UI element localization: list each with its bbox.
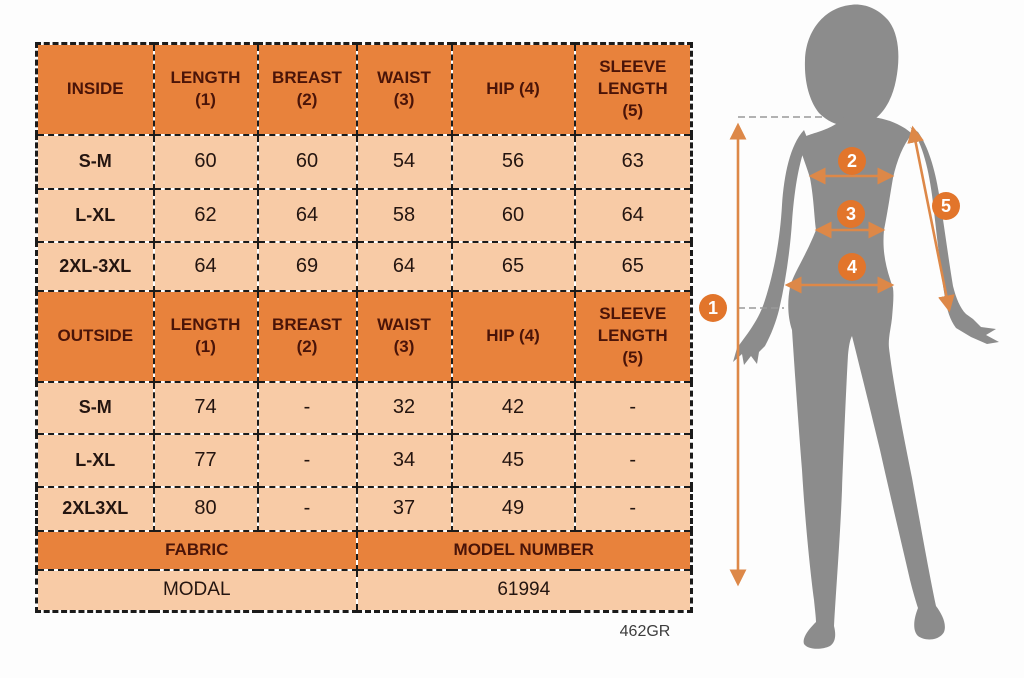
measure-value: -	[256, 485, 358, 532]
head-shape	[804, 4, 899, 127]
footer-value-row: MODAL 61994	[35, 568, 693, 613]
measure-value: 74	[152, 380, 259, 435]
measure-value: 60	[450, 187, 576, 243]
measure-value: -	[573, 485, 693, 532]
measure-badge-2: 2	[838, 147, 866, 175]
measure-value: -	[573, 380, 693, 435]
size-label: 2XL-3XL	[35, 240, 155, 292]
body-silhouette	[733, 4, 999, 649]
torso-legs-shape	[788, 115, 945, 649]
style-code-text: 462GR	[619, 623, 671, 640]
measure-value: 65	[450, 240, 576, 292]
outside-row-sm: S-M 74 - 32 42 -	[35, 380, 693, 435]
header-cell-waist: WAIST (3)	[355, 289, 453, 383]
measure-badge-5: 5	[932, 192, 960, 220]
model-number-value: 61994	[355, 568, 693, 613]
header-cell-length: LENGTH (1)	[152, 289, 259, 383]
outside-row-lxl: L-XL 77 - 34 45 -	[35, 432, 693, 488]
header-cell-length: LENGTH (1)	[152, 42, 259, 136]
size-label: S-M	[35, 133, 155, 190]
right-arm-shape	[910, 127, 999, 344]
size-chart-table: INSIDE LENGTH (1) BREAST (2) WAIST (3) H…	[35, 42, 693, 613]
outside-header-row: OUTSIDE LENGTH (1) BREAST (2) WAIST (3) …	[35, 289, 693, 383]
measure-value: 64	[256, 187, 358, 243]
measure-value: 37	[355, 485, 453, 532]
inside-row-sm: S-M 60 60 54 56 63	[35, 133, 693, 190]
measure-value: 45	[450, 432, 576, 488]
inside-row-lxl: L-XL 62 64 58 60 64	[35, 187, 693, 243]
measure-value: 64	[355, 240, 453, 292]
header-cell-hip: HIP (4)	[450, 289, 576, 383]
size-label: 2XL3XL	[35, 485, 155, 532]
measure-value: 56	[450, 133, 576, 190]
measure-value: 80	[152, 485, 259, 532]
measure-value: 42	[450, 380, 576, 435]
measure-value: 60	[256, 133, 358, 190]
outside-row-2xl3xl: 2XL3XL 80 - 37 49 -	[35, 485, 693, 532]
header-cell-inside: INSIDE	[35, 42, 155, 136]
measure-value: 54	[355, 133, 453, 190]
left-arm-shape	[733, 130, 808, 365]
measure-value: 69	[256, 240, 358, 292]
measurement-figure	[729, 4, 999, 649]
fabric-value: MODAL	[35, 568, 358, 613]
footer-header-row: FABRIC MODEL NUMBER	[35, 529, 693, 571]
size-label: S-M	[35, 380, 155, 435]
size-label: L-XL	[35, 432, 155, 488]
model-number-label: MODEL NUMBER	[355, 529, 693, 571]
measure-badge-3: 3	[837, 200, 865, 228]
header-cell-sleeve-length: SLEEVE LENGTH (5)	[573, 289, 693, 383]
size-label: L-XL	[35, 187, 155, 243]
header-cell-hip: HIP (4)	[450, 42, 576, 136]
header-cell-breast: BREAST (2)	[256, 289, 358, 383]
measure-value: -	[573, 432, 693, 488]
sleeve-arrow-5	[907, 125, 955, 313]
measure-badge-4: 4	[838, 253, 866, 281]
measure-value: 62	[152, 187, 259, 243]
measure-value: -	[256, 380, 358, 435]
fabric-label: FABRIC	[35, 529, 358, 571]
header-cell-waist: WAIST (3)	[355, 42, 453, 136]
measure-value: 77	[152, 432, 259, 488]
measure-value: -	[256, 432, 358, 488]
measure-value: 63	[573, 133, 693, 190]
measure-value: 32	[355, 380, 453, 435]
measure-value: 49	[450, 485, 576, 532]
measure-value: 64	[573, 187, 693, 243]
measure-value: 64	[152, 240, 259, 292]
measure-value: 34	[355, 432, 453, 488]
measure-value: 65	[573, 240, 693, 292]
inside-row-2xl3xl: 2XL-3XL 64 69 64 65 65	[35, 240, 693, 292]
measure-value: 60	[152, 133, 259, 190]
measure-value: 58	[355, 187, 453, 243]
header-cell-outside: OUTSIDE	[35, 289, 155, 383]
header-cell-breast: BREAST (2)	[256, 42, 358, 136]
inside-header-row: INSIDE LENGTH (1) BREAST (2) WAIST (3) H…	[35, 42, 693, 136]
measure-badge-1: 1	[699, 294, 727, 322]
header-cell-sleeve-length: SLEEVE LENGTH (5)	[573, 42, 693, 136]
